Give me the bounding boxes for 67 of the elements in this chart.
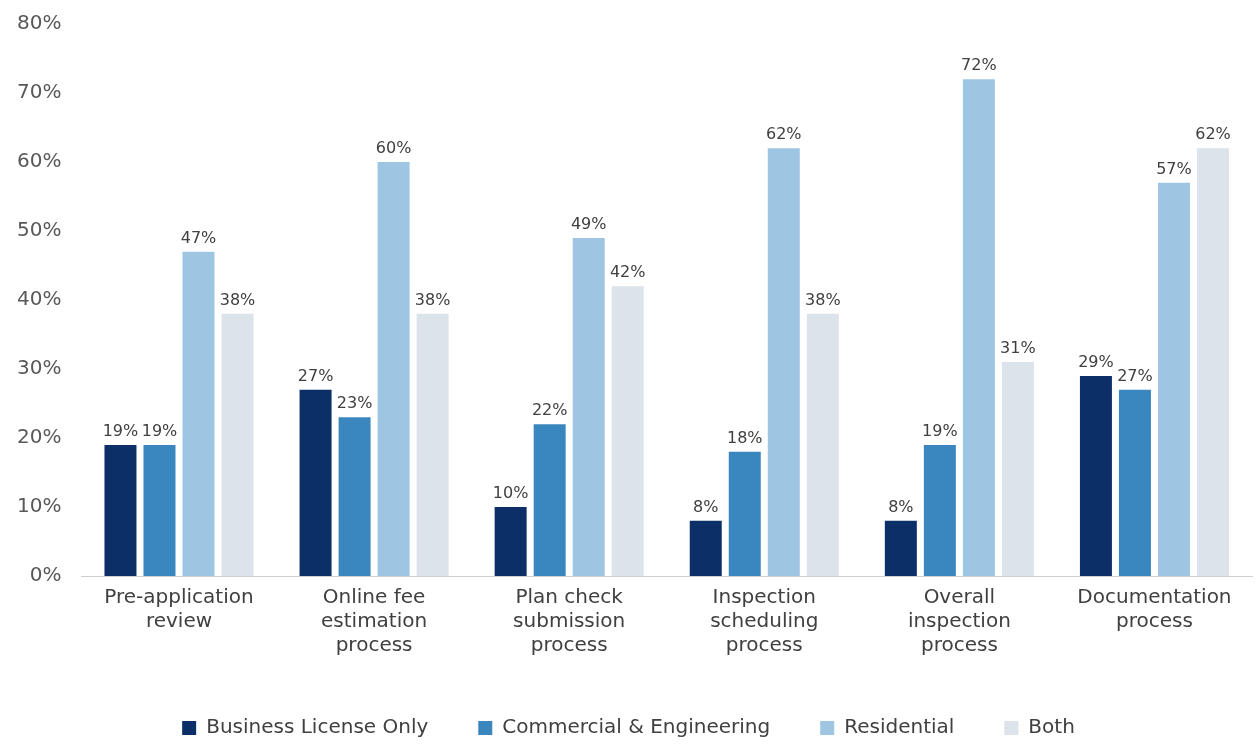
data-label: 57% [1156, 158, 1192, 178]
data-label: 22% [531, 400, 568, 420]
data-label: 19% [922, 421, 958, 441]
data-label: 38% [219, 289, 256, 309]
bar [728, 451, 761, 576]
bar [1079, 375, 1112, 576]
y-tick-label: 60% [17, 148, 62, 173]
bar [299, 389, 332, 576]
data-label: 8% [693, 496, 719, 516]
y-tick-label: 70% [17, 79, 62, 104]
y-tick-label: 20% [17, 424, 62, 449]
data-label: 42% [609, 262, 646, 282]
bar [689, 520, 722, 576]
y-tick-label: 80% [17, 10, 62, 35]
legend-label: Both [1028, 714, 1075, 739]
x-tick-label: Documentation process [1077, 584, 1232, 633]
x-tick-label: Pre-application review [104, 584, 254, 633]
data-label: 38% [414, 289, 451, 309]
bar [767, 148, 800, 576]
x-tick-label: Overall inspection process [907, 584, 1011, 657]
bar [1196, 148, 1229, 576]
y-tick-label: 40% [17, 286, 62, 311]
bar [416, 313, 449, 576]
x-tick-label: Online fee estimation process [321, 584, 428, 657]
data-label: 27% [1117, 365, 1153, 385]
bar [923, 444, 956, 576]
data-label: 19% [102, 421, 139, 441]
data-label: 62% [766, 124, 802, 144]
bar [1157, 182, 1190, 576]
y-tick-label: 50% [17, 217, 62, 242]
bar [221, 313, 254, 576]
bar [104, 444, 137, 576]
data-label: 60% [375, 138, 412, 158]
bar [962, 79, 995, 576]
data-label: 19% [141, 421, 178, 441]
data-label: 18% [726, 427, 763, 447]
legend-label: Residential [844, 714, 955, 739]
data-label: 23% [336, 393, 373, 413]
data-label: 10% [492, 483, 529, 503]
data-label: 47% [180, 227, 217, 247]
bar [611, 286, 644, 576]
bar [494, 507, 527, 576]
bar [1118, 389, 1151, 576]
bar [572, 237, 605, 576]
data-label: 29% [1078, 352, 1114, 372]
bar [143, 444, 176, 576]
data-label: 49% [570, 214, 607, 234]
y-tick-label: 0% [29, 562, 62, 587]
data-label: 8% [888, 496, 914, 516]
x-tick-label: Inspection scheduling process [710, 584, 819, 657]
bar [182, 251, 215, 576]
data-label: 27% [297, 365, 334, 385]
bar [377, 162, 410, 576]
y-tick-label: 10% [17, 493, 62, 518]
bar [1001, 362, 1034, 576]
data-label: 62% [1195, 124, 1231, 144]
bar [806, 313, 839, 576]
y-tick-label: 30% [17, 355, 62, 380]
data-label: 72% [961, 55, 997, 75]
bar [338, 417, 371, 576]
legend-label: Commercial & Engineering [502, 714, 771, 739]
legend-label: Business License Only [206, 714, 429, 739]
x-tick-label: Plan check submission process [513, 584, 626, 657]
bar [884, 520, 917, 576]
data-label: 38% [805, 289, 841, 309]
bar [533, 424, 566, 576]
data-label: 31% [1000, 338, 1036, 358]
